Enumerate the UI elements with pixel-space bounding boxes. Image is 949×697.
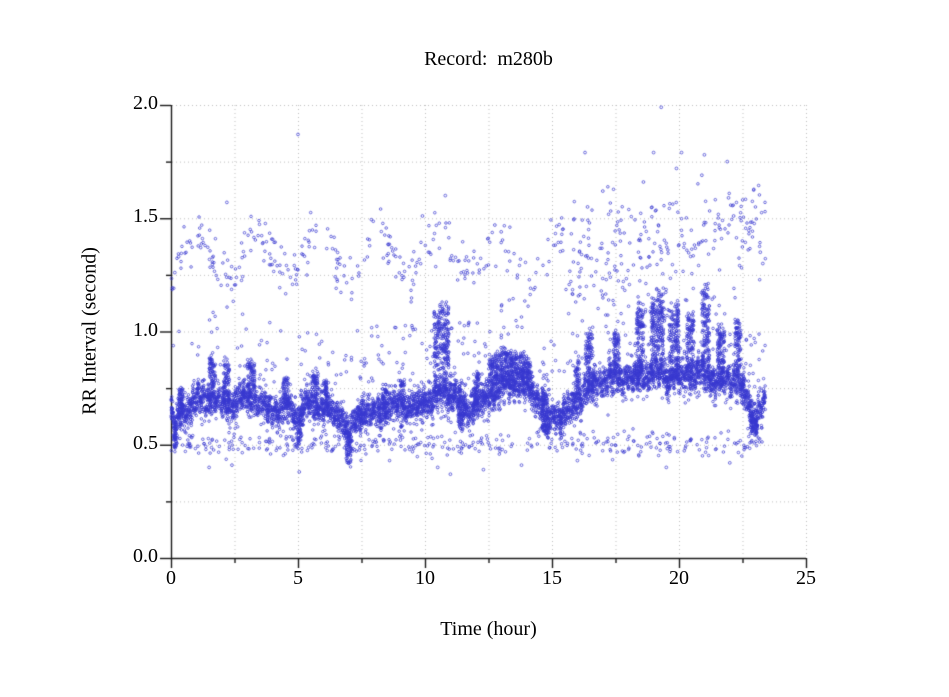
y-tick-label: 1.5 [133, 205, 158, 228]
y-tick-label: 2.0 [133, 92, 158, 114]
x-axis-label: Time (hour) [440, 618, 537, 640]
y-tick-label: 0.0 [133, 545, 158, 567]
x-tick-label: 5 [293, 567, 303, 589]
x-tick-label: 20 [669, 567, 689, 589]
chart-title: Record: m280b [424, 48, 553, 70]
x-tick-label: 0 [166, 567, 176, 589]
y-tick-label: 1.0 [133, 318, 158, 341]
x-tick-label: 10 [415, 567, 435, 589]
y-tick-label: 0.5 [133, 431, 158, 454]
x-tick-label: 15 [542, 567, 562, 589]
x-tick-label: 25 [796, 567, 816, 589]
